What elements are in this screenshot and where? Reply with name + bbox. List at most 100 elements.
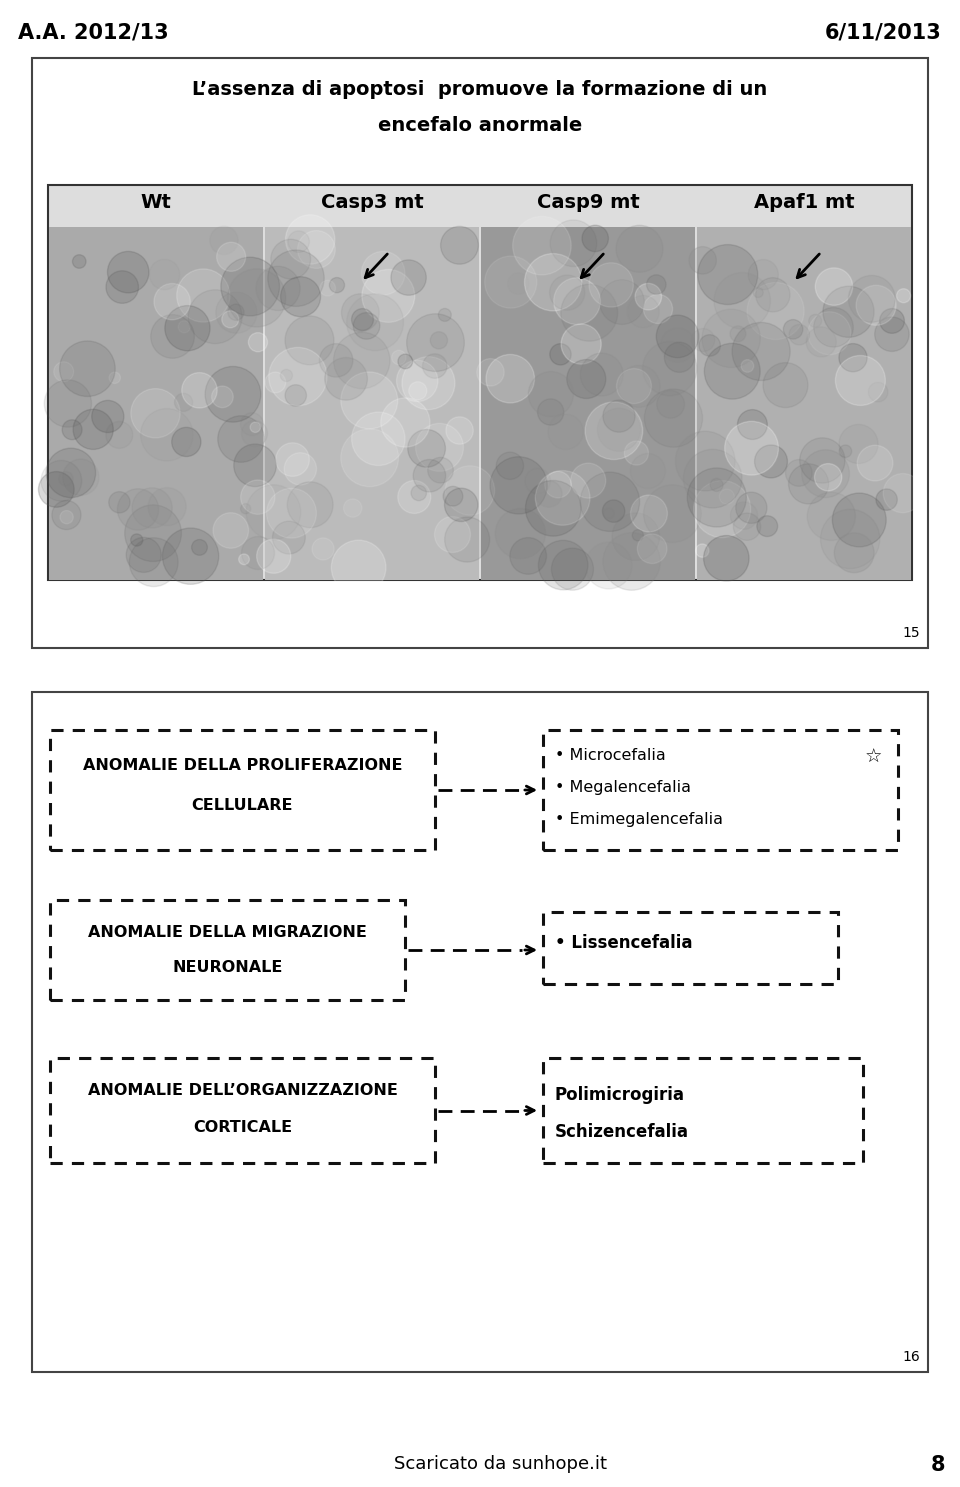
Circle shape (597, 409, 640, 451)
Circle shape (172, 427, 201, 457)
Circle shape (561, 284, 617, 341)
Circle shape (179, 321, 190, 333)
Circle shape (627, 296, 660, 327)
Circle shape (341, 372, 397, 428)
Circle shape (271, 239, 310, 280)
Circle shape (213, 513, 249, 549)
Circle shape (268, 250, 324, 306)
Circle shape (242, 537, 275, 570)
Circle shape (551, 549, 593, 590)
Text: Schizencefalia: Schizencefalia (555, 1123, 689, 1141)
Circle shape (839, 445, 852, 458)
Circle shape (554, 278, 600, 324)
Circle shape (269, 348, 327, 406)
Circle shape (117, 489, 158, 529)
Circle shape (561, 324, 601, 364)
Circle shape (273, 520, 305, 555)
Circle shape (216, 291, 257, 333)
Bar (50, 1057, 435, 1163)
Circle shape (869, 382, 888, 401)
Circle shape (644, 390, 703, 448)
Text: NEURONALE: NEURONALE (172, 961, 282, 975)
Circle shape (580, 471, 639, 531)
Circle shape (351, 412, 405, 465)
Circle shape (883, 473, 923, 513)
Circle shape (823, 287, 874, 338)
Circle shape (747, 283, 804, 339)
Text: Scaricato da sunhope.it: Scaricato da sunhope.it (394, 1454, 607, 1474)
Bar (265, 228, 479, 580)
Circle shape (285, 315, 334, 364)
Circle shape (733, 513, 760, 540)
Circle shape (422, 354, 447, 378)
Circle shape (513, 217, 571, 275)
Circle shape (60, 510, 73, 523)
Text: ANOMALIE DELL’ORGANIZZAZIONE: ANOMALIE DELL’ORGANIZZAZIONE (87, 1083, 397, 1097)
Circle shape (241, 413, 263, 436)
Circle shape (748, 260, 779, 290)
Circle shape (664, 342, 694, 372)
Circle shape (411, 485, 426, 501)
Circle shape (548, 415, 584, 449)
Circle shape (150, 259, 180, 290)
Circle shape (525, 480, 581, 537)
Circle shape (398, 354, 413, 369)
Circle shape (106, 421, 132, 449)
Circle shape (875, 317, 909, 351)
Circle shape (211, 387, 233, 407)
Circle shape (699, 335, 720, 357)
Circle shape (362, 269, 415, 323)
Circle shape (802, 449, 850, 498)
Circle shape (525, 468, 550, 494)
Circle shape (175, 393, 193, 412)
Circle shape (38, 471, 74, 507)
Circle shape (835, 355, 885, 406)
Circle shape (280, 369, 293, 382)
Circle shape (737, 409, 767, 440)
Circle shape (59, 471, 73, 486)
Circle shape (756, 278, 790, 312)
Circle shape (800, 437, 845, 483)
Circle shape (604, 509, 614, 519)
Circle shape (732, 323, 790, 381)
Bar (49, 228, 263, 580)
Circle shape (132, 488, 172, 528)
Circle shape (633, 529, 643, 541)
Circle shape (495, 509, 545, 559)
Circle shape (334, 332, 390, 388)
Circle shape (192, 540, 207, 555)
Circle shape (140, 409, 193, 461)
Circle shape (242, 421, 268, 446)
Text: Casp9 mt: Casp9 mt (537, 193, 639, 213)
Text: CORTICALE: CORTICALE (193, 1120, 292, 1135)
Circle shape (413, 459, 445, 492)
Circle shape (62, 459, 99, 495)
Text: 16: 16 (902, 1350, 920, 1364)
Circle shape (705, 343, 760, 399)
Circle shape (566, 360, 606, 399)
Circle shape (821, 510, 879, 568)
Text: Apaf1 mt: Apaf1 mt (754, 193, 854, 213)
Circle shape (285, 385, 306, 406)
Circle shape (445, 465, 494, 515)
Circle shape (92, 400, 124, 433)
Circle shape (329, 278, 345, 293)
Circle shape (643, 294, 673, 324)
Circle shape (814, 308, 853, 346)
Circle shape (785, 459, 812, 486)
Text: • Lissencefalia: • Lissencefalia (555, 934, 692, 952)
Circle shape (181, 373, 217, 407)
Circle shape (808, 312, 851, 355)
Text: • Megalencefalia: • Megalencefalia (555, 781, 691, 796)
Circle shape (624, 442, 649, 465)
Circle shape (54, 361, 74, 382)
Circle shape (839, 343, 867, 372)
Circle shape (381, 399, 430, 448)
Circle shape (241, 480, 275, 515)
Circle shape (265, 372, 286, 393)
Circle shape (125, 506, 181, 562)
Circle shape (344, 500, 362, 517)
Circle shape (162, 528, 219, 584)
Circle shape (694, 480, 751, 538)
Circle shape (217, 242, 246, 271)
